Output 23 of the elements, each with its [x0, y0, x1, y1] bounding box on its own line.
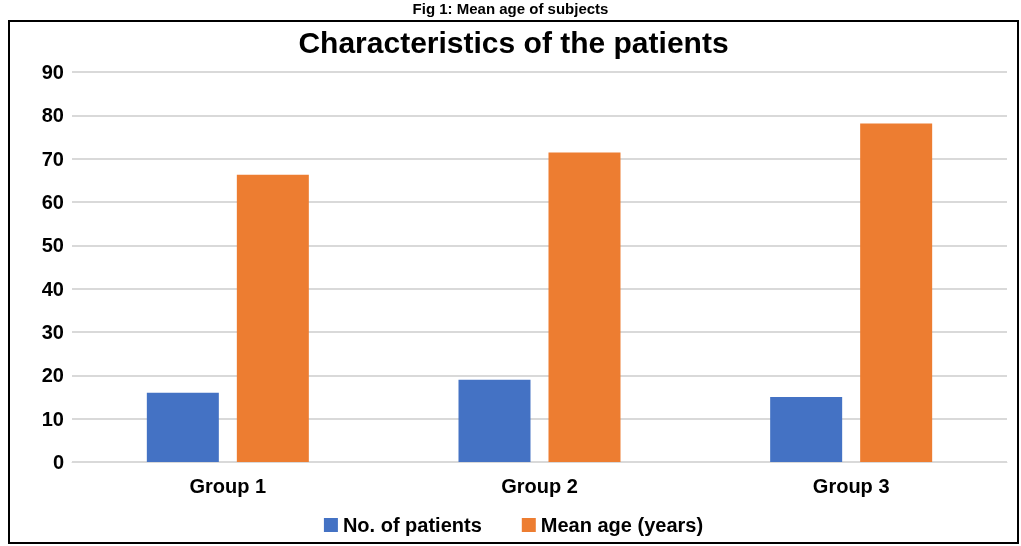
y-tick-label: 40 — [41, 277, 64, 300]
caption: Fig 1: Mean age of subjects — [411, 0, 610, 18]
y-tick-label: 70 — [41, 147, 64, 170]
bar — [548, 152, 621, 462]
bar — [458, 379, 531, 462]
y-tick-label: 30 — [41, 321, 64, 343]
x-tick-label: Group 3 — [812, 475, 890, 497]
y-tick-label: 50 — [41, 234, 64, 257]
bar — [860, 123, 933, 462]
y-tick-label: 0 — [52, 451, 64, 473]
legend-label: No. of patients — [342, 514, 482, 536]
bar — [236, 174, 309, 462]
y-tick-label: 10 — [41, 407, 64, 430]
x-tick-label: Group 2 — [501, 475, 578, 497]
y-tick-label: 80 — [41, 104, 64, 127]
x-tick-label: Group 1 — [189, 475, 267, 497]
y-tick-label: 90 — [41, 61, 64, 83]
y-tick-label: 20 — [41, 364, 64, 387]
legend-label: Mean age (years) — [540, 514, 704, 536]
bar — [770, 397, 843, 462]
chart-title: Characteristics of the patients — [298, 25, 729, 59]
bar — [146, 392, 219, 462]
y-tick-label: 60 — [41, 191, 64, 213]
